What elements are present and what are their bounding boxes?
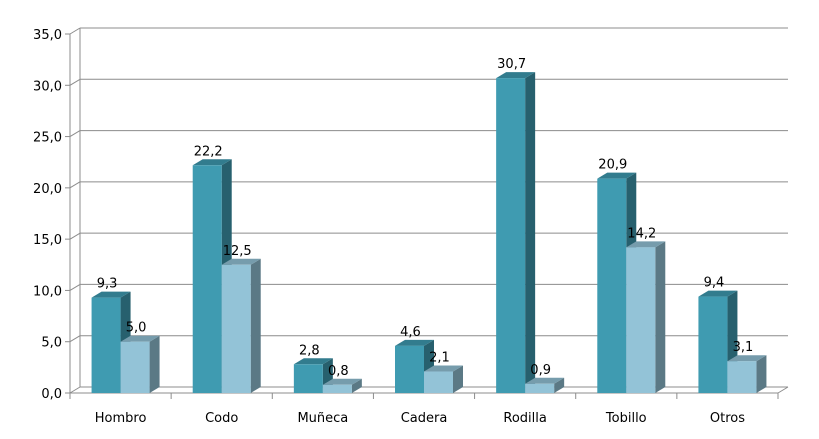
gridline-side bbox=[69, 181, 81, 189]
bar-side bbox=[149, 335, 160, 393]
data-label: 2,1 bbox=[429, 350, 450, 365]
y-tick-label: 10,0 bbox=[33, 284, 62, 299]
gridline-side bbox=[69, 27, 81, 35]
bar bbox=[597, 178, 627, 393]
bar-top bbox=[293, 358, 333, 365]
data-label: 20,9 bbox=[598, 158, 627, 173]
data-label: 4,6 bbox=[400, 325, 421, 340]
x-tick-label: Codo bbox=[205, 411, 238, 426]
data-label: 3,1 bbox=[733, 340, 754, 355]
data-label: 5,0 bbox=[126, 321, 147, 336]
labels: 0,0 5,0 10,0 15,0 20,0 25,0 30,0 35,0 Hombro Codo… bbox=[33, 28, 753, 426]
bar-top bbox=[496, 72, 536, 79]
bar-top bbox=[395, 339, 434, 346]
bar-top bbox=[424, 365, 463, 372]
data-label: 0,9 bbox=[530, 363, 551, 378]
bar-top bbox=[91, 291, 131, 298]
bar bbox=[120, 341, 150, 393]
bar-top bbox=[120, 335, 160, 342]
bar bbox=[698, 296, 728, 393]
bar-top bbox=[322, 378, 362, 385]
bar bbox=[293, 364, 323, 393]
y-tick-label: 25,0 bbox=[33, 131, 62, 146]
data-label: 12,5 bbox=[223, 244, 252, 259]
gridlines bbox=[69, 27, 788, 394]
axes bbox=[65, 28, 789, 399]
bar bbox=[424, 371, 453, 393]
x-tick-label: Muñeca bbox=[297, 411, 348, 426]
y-tick-label: 15,0 bbox=[33, 233, 62, 248]
bar-top bbox=[698, 290, 738, 297]
bar-top bbox=[525, 377, 565, 384]
x-tick-label: Cadera bbox=[401, 411, 448, 426]
bar bbox=[322, 384, 352, 393]
y-tick-label: 0,0 bbox=[41, 387, 62, 402]
bar-side bbox=[554, 377, 565, 393]
gridline-side bbox=[69, 232, 81, 240]
y-tick-label: 30,0 bbox=[33, 79, 62, 94]
data-label: 0,8 bbox=[328, 364, 349, 379]
gridline-side bbox=[69, 78, 81, 86]
bar-top bbox=[221, 258, 261, 265]
bar-top bbox=[727, 355, 767, 362]
gridline-side bbox=[69, 386, 81, 394]
gridline-side bbox=[69, 283, 81, 291]
bar-side bbox=[756, 355, 767, 393]
x-tick-label: Tobillo bbox=[605, 411, 647, 426]
gridline-side bbox=[69, 130, 81, 138]
bar-side bbox=[655, 241, 666, 393]
bar-side bbox=[250, 258, 261, 393]
bar-side bbox=[525, 72, 536, 393]
bar-side bbox=[453, 365, 463, 393]
data-label: 22,2 bbox=[194, 144, 223, 159]
data-label: 9,4 bbox=[704, 276, 725, 291]
bar-top bbox=[626, 241, 666, 248]
gridline-side bbox=[69, 335, 81, 343]
bar bbox=[727, 361, 757, 393]
bar bbox=[525, 383, 555, 393]
data-label: 14,2 bbox=[627, 226, 656, 241]
x-tick-label: Otros bbox=[710, 411, 745, 426]
data-label: 9,3 bbox=[97, 277, 118, 292]
bar-side bbox=[351, 378, 362, 393]
bar-top bbox=[597, 172, 637, 179]
floor-edge bbox=[777, 386, 789, 394]
data-label: 30,7 bbox=[497, 57, 526, 72]
bar bbox=[496, 78, 526, 393]
x-tick-label: Hombro bbox=[95, 411, 147, 426]
bar bbox=[626, 247, 656, 393]
bar-top bbox=[192, 159, 232, 166]
data-label: 2,8 bbox=[299, 343, 320, 358]
bar bbox=[91, 297, 121, 393]
bar bbox=[395, 345, 424, 393]
y-tick-label: 5,0 bbox=[41, 336, 62, 351]
bar bbox=[192, 165, 222, 393]
y-tick-label: 20,0 bbox=[33, 182, 62, 197]
bar bbox=[221, 264, 251, 393]
bars bbox=[91, 72, 767, 393]
y-tick-label: 35,0 bbox=[33, 28, 62, 43]
x-tick-label: Rodilla bbox=[503, 411, 546, 426]
